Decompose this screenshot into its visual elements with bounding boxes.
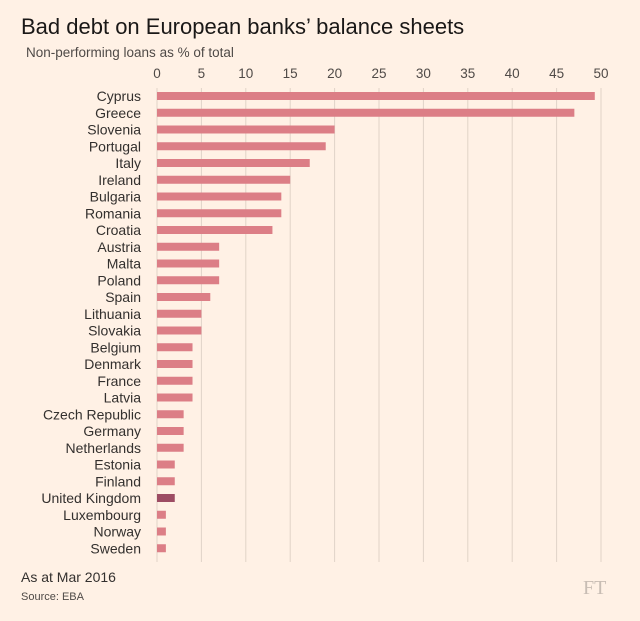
x-tick-label: 40 bbox=[505, 66, 520, 81]
x-tick-label: 30 bbox=[416, 66, 431, 81]
category-label: Slovakia bbox=[88, 323, 141, 339]
chart-title: Bad debt on European banks’ balance shee… bbox=[21, 14, 465, 39]
category-label: Portugal bbox=[89, 138, 141, 154]
category-label: Netherlands bbox=[66, 440, 142, 456]
bar bbox=[157, 242, 220, 251]
ft-logo: FT bbox=[583, 577, 607, 599]
x-tick-label: 10 bbox=[238, 66, 253, 81]
category-label: Cyprus bbox=[97, 88, 141, 104]
x-tick-label: 25 bbox=[371, 66, 386, 81]
category-label: Spain bbox=[105, 289, 141, 305]
bar bbox=[157, 259, 220, 268]
bar bbox=[157, 393, 193, 402]
x-tick-label: 5 bbox=[198, 66, 206, 81]
bar bbox=[157, 175, 291, 184]
x-tick-label: 45 bbox=[549, 66, 564, 81]
bar bbox=[157, 226, 273, 234]
bar bbox=[157, 192, 282, 201]
category-label: Poland bbox=[97, 272, 141, 288]
x-tick-label: 35 bbox=[460, 66, 475, 81]
x-tick-label: 20 bbox=[327, 66, 342, 81]
bar bbox=[157, 276, 220, 285]
bar bbox=[157, 477, 175, 486]
x-tick-label: 50 bbox=[593, 66, 608, 81]
category-label: Latvia bbox=[104, 390, 142, 406]
category-label: Bulgaria bbox=[90, 189, 142, 205]
category-label: Denmark bbox=[84, 356, 142, 372]
category-label: Malta bbox=[107, 256, 141, 272]
bar bbox=[157, 494, 175, 502]
bar bbox=[157, 427, 184, 435]
bar bbox=[157, 108, 575, 117]
source-note: Source: EBA bbox=[21, 591, 84, 603]
date-footnote: As at Mar 2016 bbox=[21, 569, 116, 585]
category-label: United Kingdom bbox=[41, 490, 141, 506]
bar bbox=[157, 326, 202, 335]
bar bbox=[157, 376, 193, 385]
chart-subtitle: Non-performing loans as % of total bbox=[26, 45, 234, 60]
category-label: Czech Republic bbox=[43, 406, 141, 422]
bar bbox=[157, 142, 326, 151]
category-label: Italy bbox=[115, 155, 141, 171]
bar bbox=[157, 159, 310, 167]
bar bbox=[157, 544, 166, 553]
bar bbox=[157, 527, 166, 536]
category-label: Ireland bbox=[98, 172, 141, 188]
category-label: Lithuania bbox=[84, 306, 141, 322]
bar bbox=[157, 510, 166, 519]
x-tick-label: 15 bbox=[283, 66, 298, 81]
bar bbox=[157, 443, 184, 452]
category-label: Finland bbox=[95, 473, 141, 489]
category-label: Sweden bbox=[90, 540, 141, 556]
category-label: Luxembourg bbox=[63, 507, 141, 523]
category-label: Norway bbox=[94, 524, 141, 540]
bar bbox=[157, 410, 184, 419]
category-label: Slovenia bbox=[87, 122, 141, 138]
category-label: Croatia bbox=[96, 222, 141, 238]
category-label: Estonia bbox=[94, 457, 141, 473]
bar bbox=[157, 460, 175, 469]
bar bbox=[157, 125, 335, 134]
bar bbox=[157, 360, 193, 368]
bar bbox=[157, 309, 202, 318]
category-label: France bbox=[97, 373, 141, 389]
category-label: Romania bbox=[85, 205, 141, 221]
x-tick-label: 0 bbox=[153, 66, 161, 81]
bar bbox=[157, 92, 595, 100]
bar bbox=[157, 343, 193, 352]
category-label: Austria bbox=[97, 239, 141, 255]
bar bbox=[157, 209, 282, 218]
bar bbox=[157, 293, 211, 301]
category-label: Belgium bbox=[90, 339, 141, 355]
category-label: Greece bbox=[95, 105, 141, 121]
category-label: Germany bbox=[83, 423, 141, 439]
